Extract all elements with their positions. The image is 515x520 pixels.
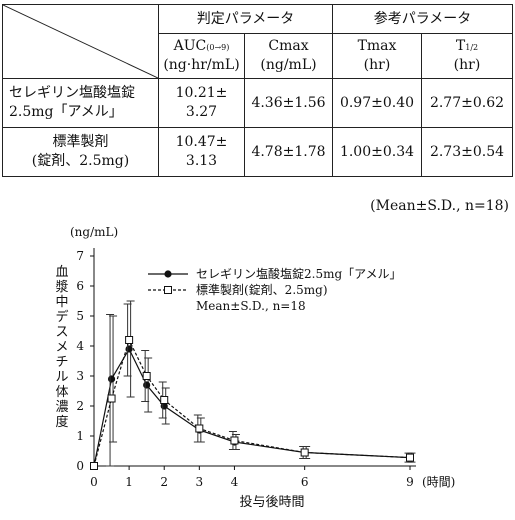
y-axis-label-char: 体 xyxy=(55,385,68,400)
thalf-cell: 2.77±0.62 xyxy=(421,78,513,128)
x-tick-label: 6 xyxy=(301,475,309,489)
y-axis-label-char: 濃 xyxy=(55,400,68,415)
x-tick-label: 4 xyxy=(231,475,239,489)
y-axis-label-char: ス xyxy=(55,325,68,340)
x-tick-label: 0 xyxy=(90,475,98,489)
tmax-cell: 1.00±0.34 xyxy=(332,127,422,177)
col-header-auc: AUC(0→9) (ng·hr/mL) xyxy=(158,33,245,79)
y-tick-label: 7 xyxy=(76,249,84,263)
y-tick-label: 0 xyxy=(76,459,84,473)
data-point xyxy=(230,436,239,445)
data-point xyxy=(160,396,169,404)
y-tick-label: 2 xyxy=(76,399,84,413)
y-tick-label: 3 xyxy=(76,369,84,383)
col-header-tmax: Tmax (hr) xyxy=(332,33,422,79)
x-axis-label: 投与後時間 xyxy=(239,494,304,510)
x-unit-label: (時間) xyxy=(422,475,455,489)
x-tick-label: 3 xyxy=(196,475,204,489)
y-tick-label: 1 xyxy=(76,429,84,443)
tmax-cell: 0.97±0.40 xyxy=(332,78,422,128)
cmax-cell: 4.36±1.56 xyxy=(244,78,333,128)
y-axis-label-char: 血 xyxy=(55,265,68,280)
table-corner-cell xyxy=(2,4,159,79)
auc-cell: 10.21± 3.27 xyxy=(158,78,245,128)
y-axis-label-char: 度 xyxy=(55,414,68,430)
thalf-cell: 2.73±0.54 xyxy=(421,127,513,177)
series-line xyxy=(93,338,411,467)
y-unit-label: (ng/mL) xyxy=(70,225,118,239)
legend-label-reference: 標準製剤(錠剤、2.5mg) xyxy=(196,282,328,297)
data-point xyxy=(107,394,116,403)
data-point xyxy=(143,381,151,389)
reference-param-header: 参考パラメータ xyxy=(332,4,513,34)
y-axis-label-char: 漿 xyxy=(55,280,68,295)
y-axis-label-char: 中 xyxy=(55,295,68,310)
y-tick-label: 4 xyxy=(76,339,84,353)
data-point xyxy=(125,336,134,344)
series-1 xyxy=(90,300,416,470)
y-tick-label: 6 xyxy=(76,279,84,293)
legend-stat-label: Mean±S.D., n=18 xyxy=(196,299,306,313)
chart-marks xyxy=(90,300,416,470)
row-label: 標準製剤 (錠剤、2.5mg) xyxy=(2,127,159,177)
col-header-thalf: T1/2 (hr) xyxy=(421,33,513,79)
table-row: セレギリン塩酸塩錠 2.5mg「アメル」 10.21± 3.27 4.36±1.… xyxy=(2,78,513,128)
cmax-cell: 4.78±1.78 xyxy=(244,127,333,177)
x-tick-label: 2 xyxy=(160,475,168,489)
x-tick-label: 9 xyxy=(406,475,414,489)
y-axis-label-char: メ xyxy=(55,340,68,355)
y-axis-label-char: ル xyxy=(55,370,68,385)
data-point xyxy=(90,462,98,470)
data-point xyxy=(300,448,309,457)
concentration-time-chart: 0 1 2 3 4 5 6 7 0 1 2 3 4 6 9 (ng/mL) (時間) 投与後時間 血漿中デスメチル体… xyxy=(55,225,455,510)
legend-marker-reference xyxy=(164,286,172,294)
table-note: (Mean±S.D., n=18) xyxy=(370,198,509,214)
chart-legend: セレギリン塩酸塩錠2.5mg「アメル」標準製剤(錠剤、2.5mg) Mean±S.… xyxy=(148,266,402,313)
pk-parameter-table: 判定パラメータ 参考パラメータ AUC(0→9) (ng·hr/mL) Cmax… xyxy=(2,4,513,177)
data-point xyxy=(406,453,414,462)
y-axis-label-char: チ xyxy=(55,355,68,370)
judge-param-header: 判定パラメータ xyxy=(158,4,333,34)
row-label: セレギリン塩酸塩錠 2.5mg「アメル」 xyxy=(2,78,159,128)
data-point xyxy=(107,375,116,383)
x-tick-label: 1 xyxy=(125,475,133,489)
y-axis-label-char: デ xyxy=(55,309,68,325)
data-point xyxy=(195,424,204,433)
col-header-cmax: Cmax (ng/mL) xyxy=(244,33,333,79)
data-point xyxy=(142,372,151,380)
legend-label-test: セレギリン塩酸塩錠2.5mg「アメル」 xyxy=(196,266,402,281)
table-row: 標準製剤 (錠剤、2.5mg) 10.47± 3.13 4.78±1.78 1.… xyxy=(2,127,513,177)
diagonal-line xyxy=(3,5,158,78)
series-2 xyxy=(90,303,414,470)
auc-cell: 10.47± 3.13 xyxy=(158,127,245,177)
y-tick-label: 5 xyxy=(76,309,84,323)
legend-marker-test xyxy=(164,270,172,278)
chart-axes: 0 1 2 3 4 5 6 7 0 1 2 3 4 6 9 (ng/mL) (時間) 投与後時間 血漿中デスメチル体… xyxy=(55,225,455,510)
